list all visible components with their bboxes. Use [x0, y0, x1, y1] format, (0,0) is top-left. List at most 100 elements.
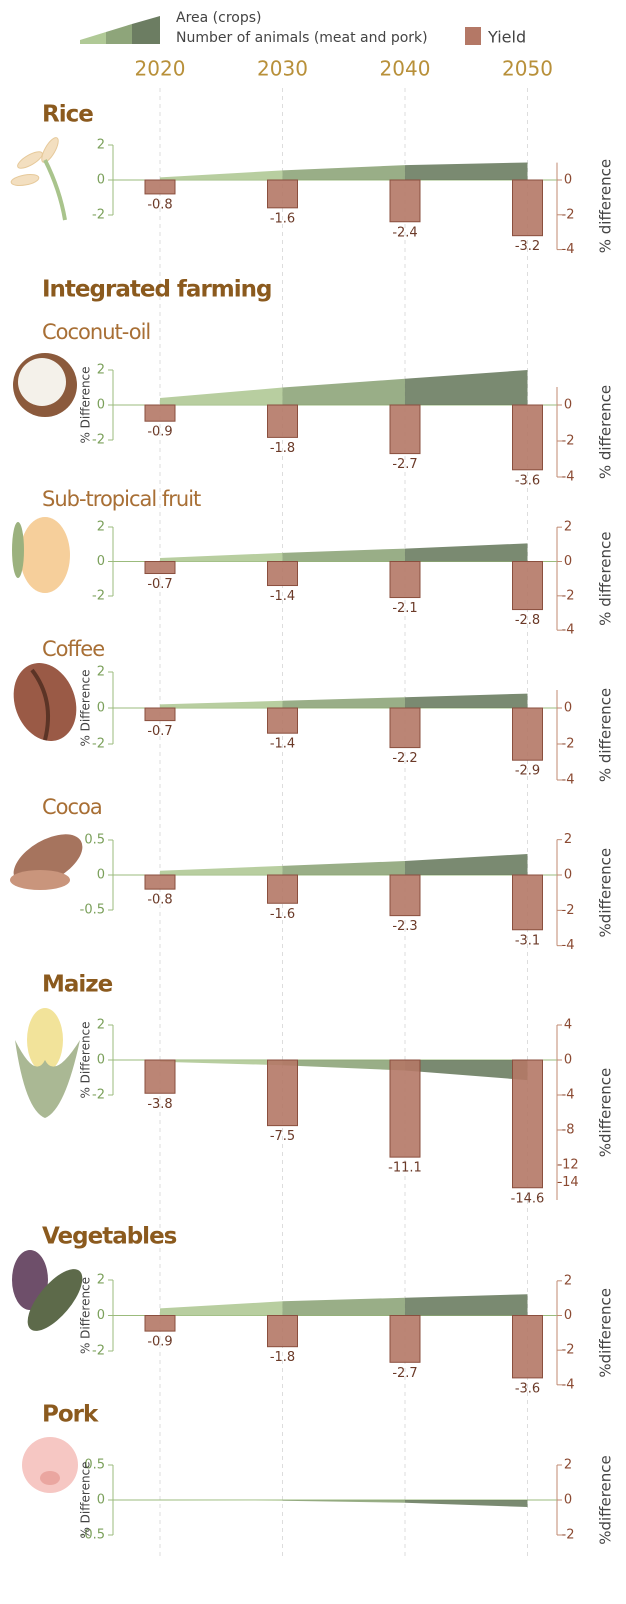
bar	[145, 1060, 175, 1093]
bar	[390, 875, 420, 916]
year-label: 2030	[257, 57, 308, 81]
area	[405, 163, 528, 181]
y2-axis-label: %difference	[597, 848, 615, 938]
y2-tick-label: -2	[562, 1343, 575, 1358]
bar	[145, 1316, 175, 1332]
bar	[145, 875, 175, 889]
y2-tick-label: -2	[562, 207, 575, 222]
bar	[390, 562, 420, 598]
bar-value-label: -0.9	[147, 425, 172, 440]
y2-tick-label: -4	[562, 938, 575, 953]
y2-axis-label: %difference	[597, 1455, 615, 1545]
y2-tick-label: 2	[564, 1458, 572, 1473]
y2-tick-label: -4	[562, 1088, 575, 1103]
area	[283, 1060, 406, 1071]
y-tick-label: 2	[97, 363, 105, 378]
bar-value-label: -0.7	[147, 577, 172, 592]
y2-axis-label: % difference	[597, 385, 615, 479]
y-tick-label: 2	[97, 1018, 105, 1033]
y-tick-label: 0	[97, 1493, 105, 1508]
area	[160, 866, 283, 875]
bar	[513, 875, 543, 930]
bar-value-label: -0.9	[147, 1335, 172, 1350]
bar	[513, 1316, 543, 1378]
legend-area: Area (crops)	[176, 10, 261, 26]
bar	[390, 708, 420, 748]
y2-tick-label: -14	[557, 1175, 578, 1190]
area	[405, 543, 528, 561]
bar	[268, 1060, 298, 1126]
bar-value-label: -11.1	[388, 1161, 422, 1176]
area	[160, 1060, 283, 1065]
area	[283, 549, 406, 562]
bar-value-label: -1.8	[270, 441, 295, 456]
year-label: 2040	[380, 57, 431, 81]
area	[405, 854, 528, 875]
y2-tick-label: 0	[564, 398, 572, 413]
bar	[268, 405, 298, 437]
y-tick-label: 0	[97, 173, 105, 188]
year-label: 2050	[502, 57, 553, 81]
chart-title: Coffee	[42, 637, 104, 661]
bar	[390, 1060, 420, 1157]
y2-tick-label: -8	[562, 1123, 575, 1138]
y2-tick-label: 0	[564, 701, 572, 716]
maize-icon	[15, 1008, 80, 1118]
legend-swatch	[80, 32, 106, 44]
y2-tick-label: 0	[564, 1053, 572, 1068]
y-axis-label: % Difference	[79, 669, 93, 746]
y-axis-label: % Difference	[79, 1021, 93, 1098]
y-tick-label: 0	[97, 868, 105, 883]
area	[283, 379, 406, 405]
y2-tick-label: -2	[562, 434, 575, 449]
y2-tick-label: 2	[564, 520, 572, 535]
y2-axis-label: % difference	[597, 532, 615, 626]
y-tick-label: 0	[97, 1308, 105, 1323]
y2-axis-label: % difference	[597, 159, 615, 253]
infographic: Area (crops) Number of animals (meat and…	[0, 0, 626, 1604]
bar-value-label: -2.4	[392, 225, 417, 240]
bar-value-label: -1.6	[270, 211, 295, 226]
y-tick-label: 0	[97, 701, 105, 716]
y2-tick-label: -2	[562, 588, 575, 603]
bar-value-label: -2.8	[515, 613, 540, 628]
bar-value-label: -2.1	[392, 601, 417, 616]
bar-value-label: -3.6	[515, 473, 540, 488]
y-tick-label: 2	[97, 665, 105, 680]
y-tick-label: -2	[92, 1344, 105, 1359]
chart-title: Rice	[42, 102, 93, 128]
bar-value-label: -2.7	[392, 1366, 417, 1381]
y-axis-label: % Difference	[79, 1277, 93, 1354]
bar-value-label: -7.5	[270, 1129, 295, 1144]
area	[405, 370, 528, 405]
bar	[268, 708, 298, 733]
y-tick-label: -2	[92, 433, 105, 448]
bar	[513, 562, 543, 610]
bar-value-label: -3.1	[515, 933, 540, 948]
y2-tick-label: 0	[564, 868, 572, 883]
bar	[390, 180, 420, 222]
cocoa-icon	[5, 824, 91, 897]
y2-tick-label: -4	[562, 242, 575, 257]
y2-tick-label: -4	[562, 470, 575, 485]
y2-axis-label: % difference	[597, 688, 615, 782]
y2-tick-label: 4	[564, 1018, 572, 1033]
y2-tick-label: -2	[562, 737, 575, 752]
y-tick-label: 0	[97, 554, 105, 569]
y-tick-label: 0.5	[84, 833, 105, 848]
bar-value-label: -2.3	[392, 919, 417, 934]
legend-swatch	[106, 24, 132, 44]
area	[405, 1294, 528, 1315]
bar-value-label: -3.8	[147, 1097, 172, 1112]
y2-tick-label: 0	[564, 1493, 572, 1508]
area	[160, 701, 283, 708]
bar	[390, 405, 420, 454]
y2-tick-label: -2	[562, 1528, 575, 1543]
y-tick-label: -2	[92, 1088, 105, 1103]
y2-axis-label: %difference	[597, 1068, 615, 1158]
bar	[268, 1316, 298, 1347]
year-label: 2020	[135, 57, 186, 81]
bar-value-label: -0.8	[147, 893, 172, 908]
bar-value-label: -3.6	[515, 1381, 540, 1396]
bar-value-label: -1.4	[270, 589, 295, 604]
